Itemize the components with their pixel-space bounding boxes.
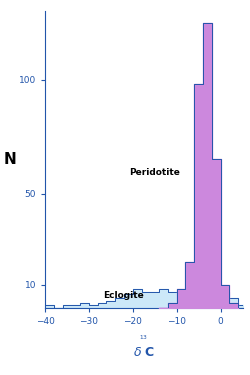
Text: $^{13}$: $^{13}$ [139,334,148,343]
Text: $\delta$ C: $\delta$ C [132,346,155,359]
Text: Eclogite: Eclogite [104,291,144,300]
Text: Peridotite: Peridotite [129,168,180,177]
Y-axis label: N: N [4,152,17,167]
